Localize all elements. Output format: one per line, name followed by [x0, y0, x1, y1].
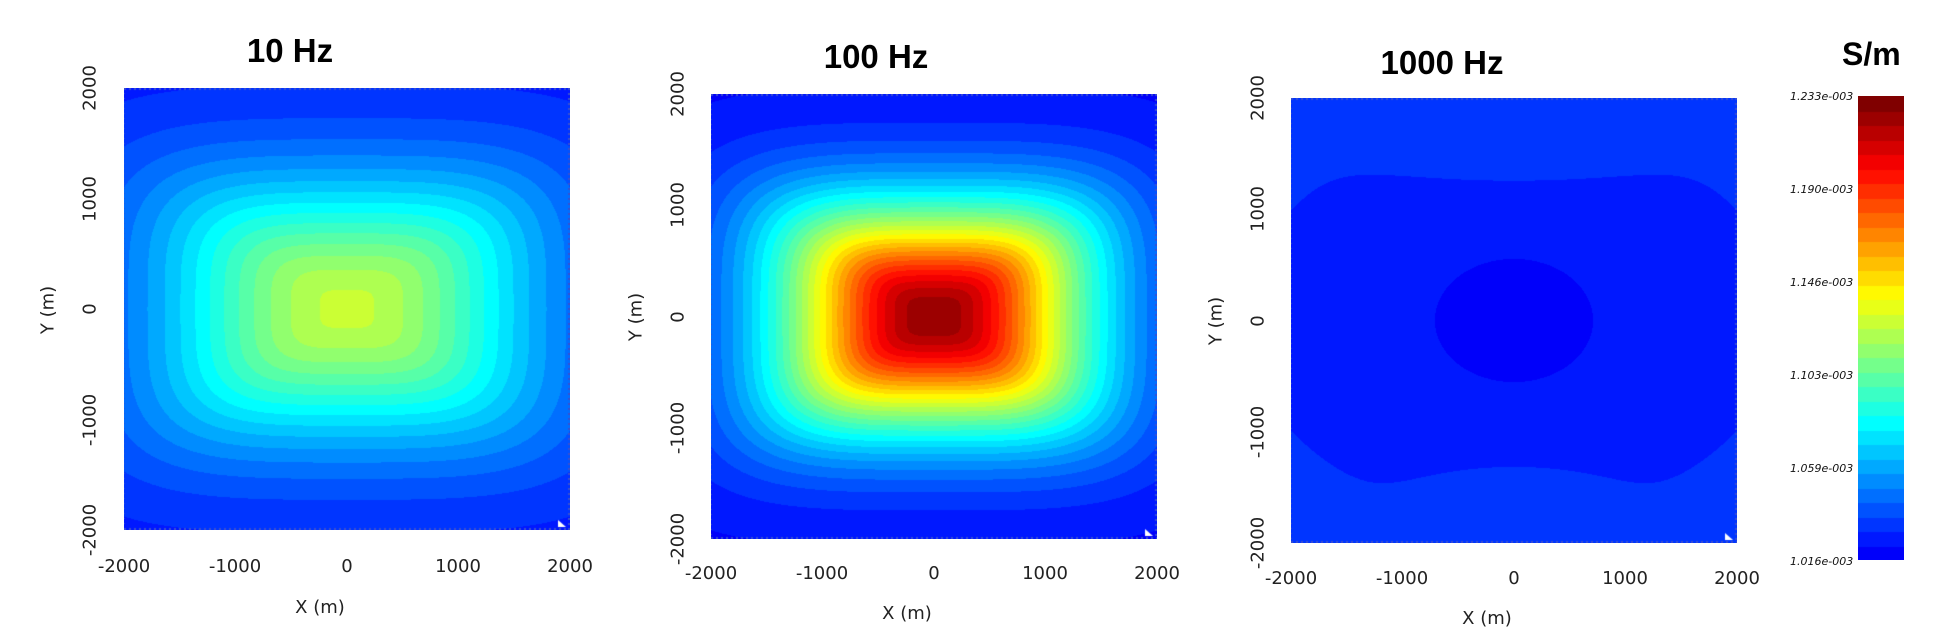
plot-title-1000hz: 1000 Hz	[1380, 44, 1504, 81]
x-tick-label: 2000	[1714, 568, 1760, 589]
x-tick-label: -2000	[97, 556, 151, 577]
heatmap-canvas-10hz	[124, 88, 570, 530]
plot-title-10hz: 10 Hz	[246, 32, 334, 69]
x-tick-label: -2000	[1264, 568, 1318, 589]
x-tick-label: -1000	[208, 556, 262, 577]
y-tick-label: -1000	[1247, 405, 1269, 459]
heatmap-canvas-1000hz	[1291, 98, 1737, 543]
x-axis-label: X (m)	[882, 603, 932, 624]
y-axis-label: Y (m)	[37, 285, 59, 335]
colorbar-tick-label: 1.059e-003	[1790, 462, 1854, 475]
x-tick-label: -1000	[1375, 568, 1429, 589]
y-tick-label: -2000	[1247, 516, 1269, 570]
y-tick-label: 0	[667, 311, 689, 323]
plot-title-100hz: 100 Hz	[823, 38, 929, 75]
y-tick-label: 2000	[79, 65, 101, 111]
heatmap-canvas-100hz	[711, 94, 1157, 539]
y-axis-label: Y (m)	[1205, 296, 1227, 346]
colorbar	[1858, 96, 1904, 560]
x-tick-label: 0	[1508, 568, 1520, 589]
y-tick-label: 2000	[667, 71, 689, 117]
x-tick-label: 1000	[435, 556, 481, 577]
y-axis-label: Y (m)	[625, 292, 647, 342]
colorbar-title: S/m	[1842, 36, 1901, 72]
y-tick-label: 1000	[667, 182, 689, 228]
heatmap-100hz	[711, 94, 1157, 539]
colorbar-tick-label: 1.190e-003	[1790, 183, 1854, 196]
y-tick-label: 0	[1247, 315, 1269, 327]
colorbar-tick-label: 1.233e-003	[1790, 90, 1854, 103]
y-tick-label: -2000	[79, 503, 101, 557]
y-tick-label: 1000	[1247, 186, 1269, 232]
x-axis-label: X (m)	[295, 597, 345, 618]
heatmap-10hz	[124, 88, 570, 530]
y-tick-label: 2000	[1247, 75, 1269, 121]
y-tick-label: -1000	[667, 401, 689, 455]
colorbar-tick-label: 1.146e-003	[1790, 276, 1854, 289]
y-tick-label: -2000	[667, 512, 689, 566]
heatmap-1000hz	[1291, 98, 1737, 543]
x-tick-label: 2000	[1134, 563, 1180, 584]
x-axis-label: X (m)	[1462, 608, 1512, 629]
x-tick-label: 0	[928, 563, 940, 584]
x-tick-label: -1000	[795, 563, 849, 584]
x-tick-label: 1000	[1022, 563, 1068, 584]
x-tick-label: -2000	[684, 563, 738, 584]
colorbar-tick-label: 1.016e-003	[1790, 555, 1854, 568]
colorbar-tick-label: 1.103e-003	[1790, 369, 1854, 382]
x-tick-label: 2000	[547, 556, 593, 577]
x-tick-label: 1000	[1602, 568, 1648, 589]
y-tick-label: 0	[79, 303, 101, 315]
y-tick-label: 1000	[79, 176, 101, 222]
x-tick-label: 0	[341, 556, 353, 577]
y-tick-label: -1000	[79, 393, 101, 447]
